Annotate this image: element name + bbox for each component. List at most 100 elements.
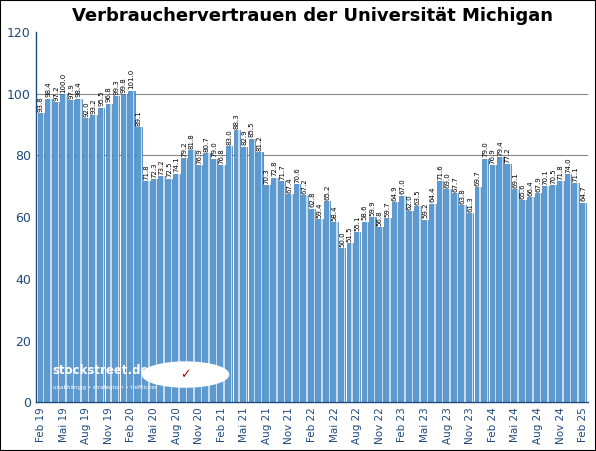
Bar [209,153,210,402]
Bar [76,99,82,402]
Text: 71.8: 71.8 [558,164,564,179]
Bar [88,119,89,402]
Text: 96.8: 96.8 [105,87,111,102]
Bar [91,115,97,402]
Bar [377,227,383,402]
Text: 93.8: 93.8 [38,96,44,112]
Text: 76.9: 76.9 [196,148,202,164]
Bar [38,113,44,402]
Bar [445,189,451,402]
Text: 73.2: 73.2 [159,160,164,175]
Text: 72.3: 72.3 [151,162,157,178]
Bar [562,181,564,402]
Text: 98.4: 98.4 [45,82,51,97]
Bar [234,130,240,402]
Text: 85.5: 85.5 [249,122,255,137]
Bar [203,153,210,402]
Text: 67.7: 67.7 [452,176,458,192]
Bar [143,181,150,402]
Bar [246,147,247,402]
Text: 61.3: 61.3 [467,196,473,212]
Text: 67.9: 67.9 [535,176,541,192]
Bar [103,108,104,402]
Bar [60,94,67,402]
Bar [284,181,285,402]
Bar [263,185,270,402]
Text: 63.8: 63.8 [460,189,465,204]
Bar [392,202,398,402]
Bar [527,198,533,402]
Bar [389,218,390,402]
Text: 58.4: 58.4 [331,205,338,221]
Bar [374,217,375,402]
Bar [159,176,164,402]
Bar [482,159,489,402]
Bar [286,194,293,402]
Bar [517,189,519,402]
Bar [437,181,443,402]
Bar [309,208,315,402]
Bar [238,130,240,402]
Bar [291,194,293,402]
Bar [329,201,330,402]
Text: 55.1: 55.1 [354,216,360,231]
Text: 70.6: 70.6 [294,167,300,183]
Bar [524,200,526,402]
Bar [331,222,338,402]
Text: 69.1: 69.1 [513,172,519,188]
Bar [367,221,368,402]
Bar [339,248,346,402]
Bar [43,113,44,402]
Text: 70.5: 70.5 [550,168,556,184]
Text: 59.7: 59.7 [384,201,390,217]
Bar [414,207,421,402]
Text: 67.2: 67.2 [302,178,308,194]
Bar [472,213,473,402]
Bar [585,202,586,402]
Bar [467,213,473,402]
Text: 81.2: 81.2 [256,135,262,151]
Bar [249,138,255,402]
Bar [434,203,436,402]
Bar [73,100,74,402]
Text: 99.3: 99.3 [113,79,119,95]
Bar [141,127,142,402]
Text: 97.9: 97.9 [68,83,74,99]
Bar [362,221,368,402]
Bar [407,211,413,402]
Text: 65.6: 65.6 [520,183,526,199]
Bar [80,99,82,402]
Bar [216,159,218,402]
Bar [555,185,556,402]
Text: 81.8: 81.8 [188,133,194,149]
Text: 72.5: 72.5 [166,162,172,177]
Text: 70.3: 70.3 [264,168,270,184]
Bar [316,219,323,402]
Bar [299,184,300,402]
Text: 72.8: 72.8 [271,161,277,176]
Text: 58.6: 58.6 [362,205,368,220]
Text: 99.8: 99.8 [121,78,127,93]
Bar [201,165,202,402]
Text: 89.1: 89.1 [136,110,142,126]
Bar [580,202,586,402]
Text: 69.0: 69.0 [445,172,451,188]
Bar [557,181,564,402]
Bar [550,185,556,402]
Bar [58,102,59,402]
Bar [324,201,330,402]
Bar [128,91,135,402]
Bar [126,94,127,402]
Bar [354,232,361,402]
Text: 63.5: 63.5 [414,189,421,205]
Bar [253,138,255,402]
Bar [535,193,541,402]
Bar [369,217,375,402]
Bar [294,184,300,402]
Text: 92.0: 92.0 [83,101,89,117]
Bar [95,115,97,402]
Text: 71.6: 71.6 [437,165,443,180]
Text: 59.2: 59.2 [422,203,428,218]
Text: 100.0: 100.0 [61,72,67,92]
Text: 79.0: 79.0 [482,142,488,157]
